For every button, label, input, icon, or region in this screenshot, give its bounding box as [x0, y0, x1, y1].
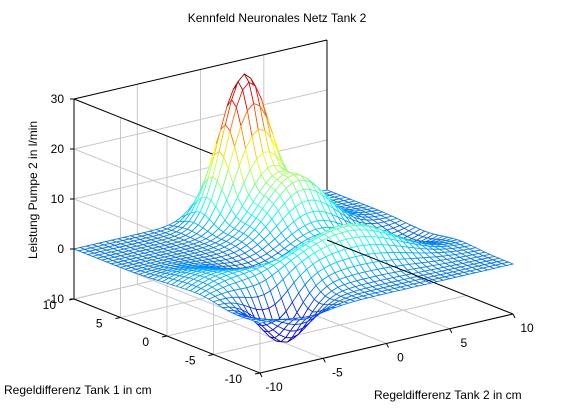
y-tick-label: -5	[185, 354, 196, 368]
surface-cell	[500, 261, 515, 266]
z-tick-label: 20	[51, 142, 65, 156]
chart-title: Kennfeld Neuronales Netz Tank 2	[188, 11, 367, 25]
y-tick	[115, 317, 121, 319]
x-tick	[449, 328, 453, 334]
x-tick	[259, 372, 263, 378]
z-tick-label: -10	[47, 292, 65, 306]
x-tick	[386, 343, 389, 348]
z-tick-label: 30	[51, 92, 65, 106]
x-tick	[322, 358, 326, 363]
axis-edge	[73, 39, 328, 100]
grid-line	[73, 89, 328, 150]
y-axis-label: Regeldifferenz Tank 1 in cm	[4, 383, 152, 397]
y-tick	[161, 335, 168, 338]
x-tick-label: 10	[520, 321, 534, 335]
grid-line	[213, 295, 467, 355]
axis-edge	[326, 239, 514, 315]
x-tick	[512, 313, 516, 319]
y-tick-label: -10	[225, 372, 243, 386]
y-tick-label: 0	[142, 335, 149, 349]
grid-line	[73, 139, 328, 200]
x-tick-label: -5	[332, 365, 343, 379]
x-axis-label: Regeldifferenz Tank 2 in cm	[374, 388, 522, 402]
x-tick-label: -10	[265, 380, 283, 394]
x-tick-label: 0	[397, 351, 404, 365]
z-axis-label: Leistung Pumpe 2 in l/min	[26, 121, 40, 259]
y-tick	[208, 354, 214, 356]
x-tick-label: 5	[460, 336, 467, 350]
y-tick-label: 5	[96, 317, 103, 331]
surface-mesh	[72, 73, 515, 343]
y-tick	[254, 372, 261, 375]
y-tick-label: 10	[43, 298, 57, 312]
z-tick-label: 10	[51, 192, 65, 206]
z-tick-label: 0	[57, 242, 64, 256]
